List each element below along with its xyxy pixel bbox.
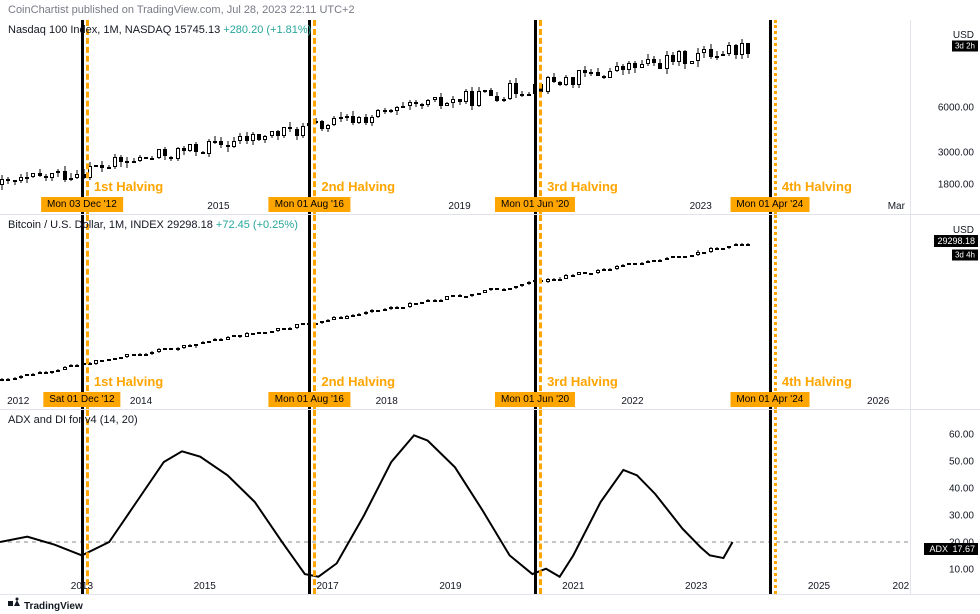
y-tick-label: 60.00 xyxy=(949,430,974,441)
y-tick-label: 50.00 xyxy=(949,457,974,468)
panel1-title: Nasdaq 100 Index, 1M, NASDAQ 15745.13 +2… xyxy=(8,24,311,36)
x-tick-label: 2021 xyxy=(562,581,584,592)
panel2-price-badge: 29298.18 xyxy=(934,235,978,247)
x-tick-label: 2018 xyxy=(376,396,398,407)
panel1-y-axis: USD 3d 2h 6000.00 3000.00 1800.00 xyxy=(910,20,980,214)
panel3-y-axis: 60.0050.0040.0030.0020.0010.00ADX 17.67 xyxy=(910,410,980,594)
panel1-countdown: 3d 2h xyxy=(952,41,978,52)
halving-label: 3rd Halving xyxy=(547,179,618,194)
x-tick-label: 2023 xyxy=(685,581,707,592)
halving-solid-line xyxy=(81,215,84,409)
halving-solid-line xyxy=(769,20,772,214)
x-tick-label: 2025 xyxy=(808,581,830,592)
halving-solid-line xyxy=(81,410,84,594)
x-tick-label: 2019 xyxy=(448,201,470,212)
y-tick-label: 10.00 xyxy=(949,564,974,575)
halving-label: 4th Halving xyxy=(782,374,852,389)
x-tick-label: 2013 xyxy=(71,581,93,592)
halving-label: 1st Halving xyxy=(94,374,163,389)
halving-solid-line xyxy=(308,215,311,409)
halving-dash-line xyxy=(86,410,89,594)
halving-solid-line xyxy=(308,410,311,594)
halving-solid-line xyxy=(769,410,772,594)
halving-label: 1st Halving xyxy=(94,179,163,194)
x-tick-label: Mar xyxy=(888,201,905,212)
x-tick-label: 2022 xyxy=(621,396,643,407)
panel-adx: ADX and DI for v4 (14, 20) 60.00 50.00 40.… xyxy=(0,410,980,595)
y-tick-label: 30.00 xyxy=(949,510,974,521)
y-tick-label: 40.00 xyxy=(949,484,974,495)
halving-solid-line xyxy=(81,20,84,214)
x-tick-label: 202 xyxy=(893,581,910,592)
halving-dash-line xyxy=(539,215,542,409)
tradingview-logo-icon xyxy=(8,597,20,612)
halving-solid-line xyxy=(769,215,772,409)
x-tick-label: 2015 xyxy=(194,581,216,592)
y-tick-label: 6000.00 xyxy=(938,103,974,114)
halving-dash-line xyxy=(539,410,542,594)
halving-dash-line xyxy=(774,20,777,214)
adx-value-badge: ADX 17.67 xyxy=(924,543,978,555)
halving-solid-line xyxy=(534,215,537,409)
publish-header: CoinChartist published on TradingView.co… xyxy=(0,0,980,20)
panel3-title: ADX and DI for v4 (14, 20) xyxy=(8,414,138,426)
panel1-chart-area[interactable]: 1st HalvingMon 03 Dec '122nd HalvingMon … xyxy=(0,20,910,214)
x-tick-label: 2014 xyxy=(130,396,152,407)
halving-dash-line xyxy=(313,20,316,214)
halving-label: 3rd Halving xyxy=(547,374,618,389)
footer: TradingView xyxy=(8,597,83,612)
halving-dash-line xyxy=(86,215,89,409)
y-tick-label: 3000.00 xyxy=(938,147,974,158)
x-tick-label: 2023 xyxy=(690,201,712,212)
panel1-unit: USD xyxy=(953,30,974,41)
halving-solid-line xyxy=(534,20,537,214)
x-tick-label: 2015 xyxy=(207,201,229,212)
halving-label: 2nd Halving xyxy=(321,179,395,194)
halving-dash-line xyxy=(774,410,777,594)
halving-solid-line xyxy=(308,20,311,214)
halving-dash-line xyxy=(774,215,777,409)
halving-dash-line xyxy=(313,215,316,409)
panel2-x-axis: 2012 2014 2018 2022 2026 xyxy=(0,389,910,409)
panel2-chart-area[interactable]: 1st HalvingSat 01 Dec '122nd HalvingMon … xyxy=(0,215,910,409)
panel1-x-axis: 2015 2019 2023 Mar xyxy=(0,194,910,214)
panel3-x-axis: 2013 2015 2017 2019 2021 2023 2025 202 xyxy=(0,574,910,594)
x-tick-label: 2012 xyxy=(7,396,29,407)
halving-dash-line xyxy=(313,410,316,594)
panel2-y-axis: USD 29298.18 3d 4h xyxy=(910,215,980,409)
halving-label: 4th Halving xyxy=(782,179,852,194)
y-tick-label: 1800.00 xyxy=(938,180,974,191)
x-tick-label: 2019 xyxy=(439,581,461,592)
halving-dash-line xyxy=(86,20,89,214)
halving-solid-line xyxy=(534,410,537,594)
x-tick-label: 2026 xyxy=(867,396,889,407)
panel2-countdown: 3d 4h xyxy=(952,250,978,261)
adx-line xyxy=(0,435,733,576)
halving-dash-line xyxy=(539,20,542,214)
halving-label: 2nd Halving xyxy=(321,374,395,389)
panel3-chart-area[interactable] xyxy=(0,410,910,594)
x-tick-label: 2017 xyxy=(316,581,338,592)
panel2-title: Bitcoin / U.S. Dollar, 1M, INDEX 29298.1… xyxy=(8,219,298,231)
panel-nasdaq: Nasdaq 100 Index, 1M, NASDAQ 15745.13 +2… xyxy=(0,20,980,215)
panel-bitcoin: Bitcoin / U.S. Dollar, 1M, INDEX 29298.1… xyxy=(0,215,980,410)
